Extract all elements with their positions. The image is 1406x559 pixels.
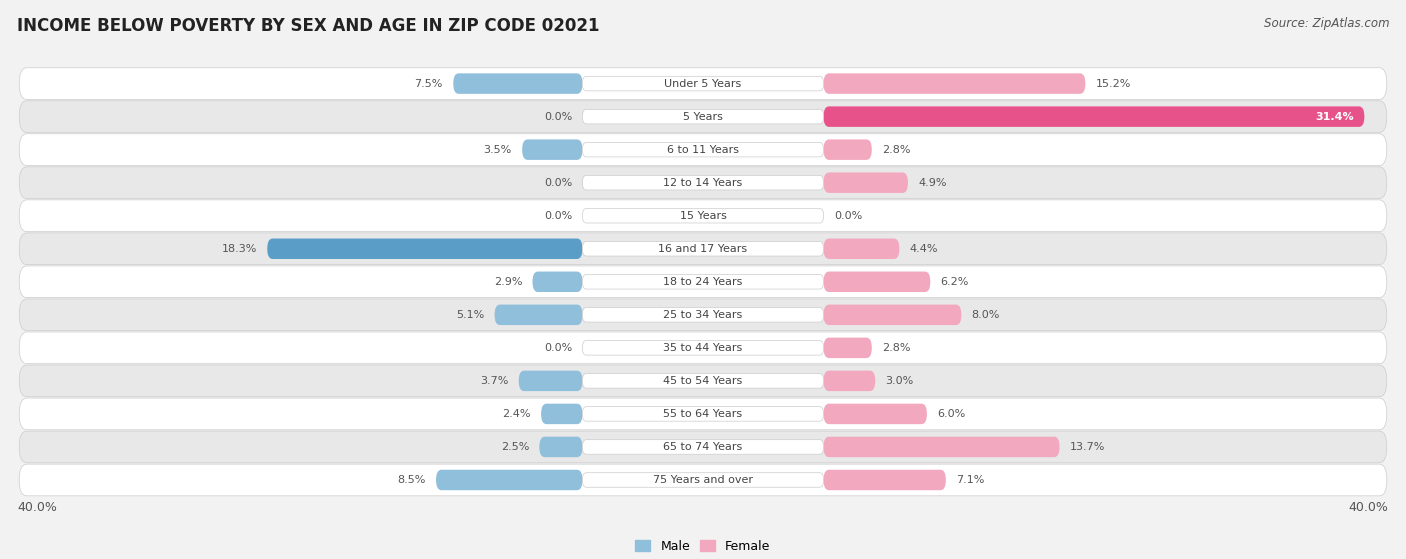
Text: 15.2%: 15.2% <box>1095 79 1130 88</box>
Text: 12 to 14 Years: 12 to 14 Years <box>664 178 742 188</box>
Text: 18.3%: 18.3% <box>222 244 257 254</box>
FancyBboxPatch shape <box>20 299 1386 331</box>
Text: 2.5%: 2.5% <box>501 442 529 452</box>
FancyBboxPatch shape <box>582 143 824 157</box>
FancyBboxPatch shape <box>20 266 1386 297</box>
Text: INCOME BELOW POVERTY BY SEX AND AGE IN ZIP CODE 02021: INCOME BELOW POVERTY BY SEX AND AGE IN Z… <box>17 17 599 35</box>
Text: 6.0%: 6.0% <box>938 409 966 419</box>
FancyBboxPatch shape <box>20 101 1386 132</box>
FancyBboxPatch shape <box>824 172 908 193</box>
Text: 2.8%: 2.8% <box>882 145 911 155</box>
FancyBboxPatch shape <box>824 338 872 358</box>
FancyBboxPatch shape <box>582 176 824 190</box>
FancyBboxPatch shape <box>20 431 1386 463</box>
Text: 40.0%: 40.0% <box>17 501 58 514</box>
Text: 0.0%: 0.0% <box>834 211 862 221</box>
FancyBboxPatch shape <box>582 340 824 355</box>
Text: 75 Years and over: 75 Years and over <box>652 475 754 485</box>
Text: 40.0%: 40.0% <box>1348 501 1389 514</box>
Text: 6.2%: 6.2% <box>941 277 969 287</box>
FancyBboxPatch shape <box>453 73 582 94</box>
Text: 2.8%: 2.8% <box>882 343 911 353</box>
FancyBboxPatch shape <box>541 404 582 424</box>
FancyBboxPatch shape <box>824 73 1085 94</box>
FancyBboxPatch shape <box>824 305 962 325</box>
FancyBboxPatch shape <box>522 139 582 160</box>
FancyBboxPatch shape <box>824 139 872 160</box>
Text: 5 Years: 5 Years <box>683 112 723 122</box>
FancyBboxPatch shape <box>582 406 824 421</box>
FancyBboxPatch shape <box>582 307 824 322</box>
FancyBboxPatch shape <box>824 106 1364 127</box>
Text: 7.5%: 7.5% <box>415 79 443 88</box>
FancyBboxPatch shape <box>519 371 582 391</box>
Text: 7.1%: 7.1% <box>956 475 984 485</box>
FancyBboxPatch shape <box>582 110 824 124</box>
FancyBboxPatch shape <box>582 77 824 91</box>
Text: Source: ZipAtlas.com: Source: ZipAtlas.com <box>1264 17 1389 30</box>
Text: 13.7%: 13.7% <box>1070 442 1105 452</box>
Text: 8.5%: 8.5% <box>398 475 426 485</box>
Text: 0.0%: 0.0% <box>544 112 572 122</box>
FancyBboxPatch shape <box>267 239 582 259</box>
FancyBboxPatch shape <box>20 365 1386 397</box>
FancyBboxPatch shape <box>20 134 1386 165</box>
Text: 0.0%: 0.0% <box>544 343 572 353</box>
FancyBboxPatch shape <box>824 239 900 259</box>
Text: 0.0%: 0.0% <box>544 178 572 188</box>
Text: 25 to 34 Years: 25 to 34 Years <box>664 310 742 320</box>
Text: 3.7%: 3.7% <box>479 376 509 386</box>
FancyBboxPatch shape <box>540 437 582 457</box>
FancyBboxPatch shape <box>20 398 1386 430</box>
FancyBboxPatch shape <box>495 305 582 325</box>
Text: 4.4%: 4.4% <box>910 244 938 254</box>
FancyBboxPatch shape <box>582 373 824 388</box>
Text: 2.9%: 2.9% <box>494 277 522 287</box>
Text: 15 Years: 15 Years <box>679 211 727 221</box>
FancyBboxPatch shape <box>582 473 824 487</box>
Text: 55 to 64 Years: 55 to 64 Years <box>664 409 742 419</box>
FancyBboxPatch shape <box>824 404 927 424</box>
Text: 45 to 54 Years: 45 to 54 Years <box>664 376 742 386</box>
FancyBboxPatch shape <box>824 371 875 391</box>
FancyBboxPatch shape <box>436 470 582 490</box>
FancyBboxPatch shape <box>20 68 1386 100</box>
Text: 3.0%: 3.0% <box>886 376 914 386</box>
FancyBboxPatch shape <box>20 167 1386 198</box>
FancyBboxPatch shape <box>20 332 1386 364</box>
FancyBboxPatch shape <box>824 437 1060 457</box>
FancyBboxPatch shape <box>20 233 1386 264</box>
Text: 3.5%: 3.5% <box>484 145 512 155</box>
Text: 35 to 44 Years: 35 to 44 Years <box>664 343 742 353</box>
Text: 65 to 74 Years: 65 to 74 Years <box>664 442 742 452</box>
FancyBboxPatch shape <box>824 272 931 292</box>
Text: 31.4%: 31.4% <box>1316 112 1354 122</box>
FancyBboxPatch shape <box>582 274 824 289</box>
FancyBboxPatch shape <box>582 440 824 454</box>
FancyBboxPatch shape <box>824 470 946 490</box>
Text: 2.4%: 2.4% <box>502 409 531 419</box>
Text: 0.0%: 0.0% <box>544 211 572 221</box>
Text: 8.0%: 8.0% <box>972 310 1000 320</box>
FancyBboxPatch shape <box>20 464 1386 496</box>
FancyBboxPatch shape <box>20 200 1386 231</box>
FancyBboxPatch shape <box>582 241 824 256</box>
Text: 4.9%: 4.9% <box>918 178 946 188</box>
Legend: Male, Female: Male, Female <box>630 535 776 558</box>
Text: 6 to 11 Years: 6 to 11 Years <box>666 145 740 155</box>
Text: 5.1%: 5.1% <box>456 310 484 320</box>
FancyBboxPatch shape <box>582 209 824 223</box>
Text: 18 to 24 Years: 18 to 24 Years <box>664 277 742 287</box>
FancyBboxPatch shape <box>533 272 582 292</box>
Text: Under 5 Years: Under 5 Years <box>665 79 741 88</box>
Text: 16 and 17 Years: 16 and 17 Years <box>658 244 748 254</box>
